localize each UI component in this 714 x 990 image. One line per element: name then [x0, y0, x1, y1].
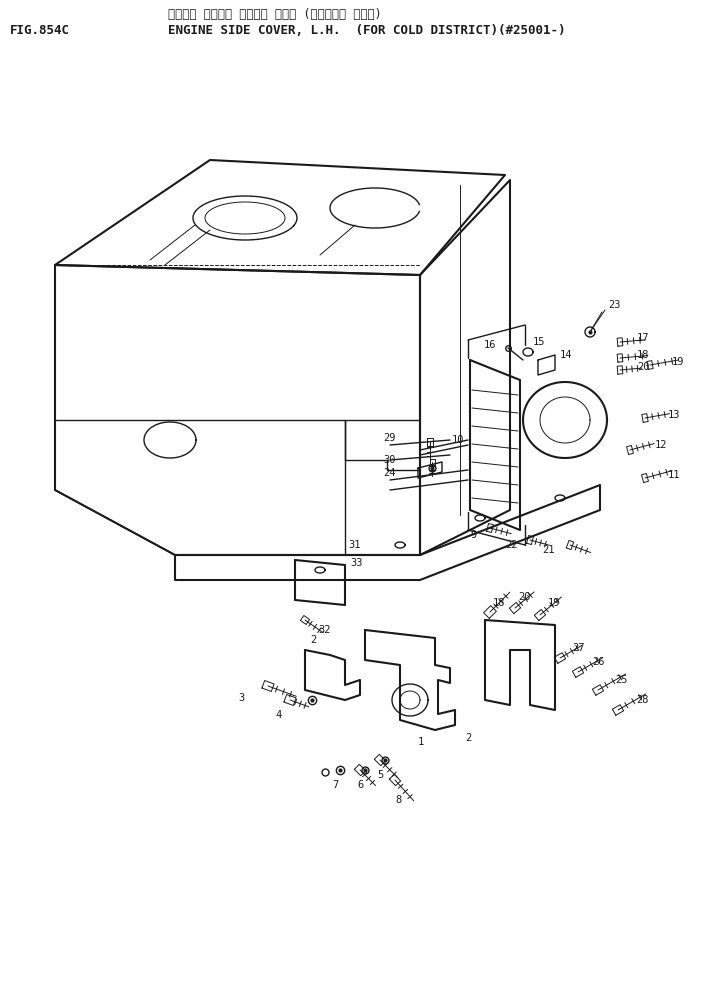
Text: 8: 8: [395, 795, 401, 805]
Text: 19: 19: [672, 357, 685, 367]
Text: 27: 27: [572, 643, 585, 653]
Text: 2: 2: [310, 635, 316, 645]
Text: 33: 33: [350, 558, 363, 568]
Text: 22: 22: [506, 540, 518, 550]
Text: 16: 16: [483, 340, 496, 350]
Text: 30: 30: [383, 455, 396, 465]
Text: 1: 1: [418, 737, 424, 747]
Text: 15: 15: [533, 337, 545, 347]
Text: 25: 25: [615, 675, 628, 685]
Text: 9: 9: [471, 530, 477, 540]
Text: 13: 13: [668, 410, 680, 420]
Text: 21: 21: [543, 545, 555, 555]
Text: 18: 18: [637, 350, 650, 360]
Text: FIG.854C: FIG.854C: [10, 24, 70, 37]
Text: 23: 23: [608, 300, 620, 310]
Text: 19: 19: [548, 598, 560, 608]
Text: 20: 20: [518, 592, 531, 602]
Text: 28: 28: [636, 695, 648, 705]
Text: 26: 26: [592, 657, 605, 667]
Text: 20: 20: [637, 362, 650, 372]
Text: 29: 29: [383, 433, 396, 443]
Text: 10: 10: [451, 435, 464, 445]
Text: 2: 2: [465, 733, 471, 743]
Text: エンジン サイト・ カバー， ヒダリ (カンレイチ ショウ): エンジン サイト・ カバー， ヒダリ (カンレイチ ショウ): [168, 8, 382, 21]
Text: 17: 17: [637, 333, 650, 343]
Text: 14: 14: [560, 350, 573, 360]
Text: 6: 6: [357, 780, 363, 790]
Text: ENGINE SIDE COVER, L.H.  (FOR COLD DISTRICT)(#25001-): ENGINE SIDE COVER, L.H. (FOR COLD DISTRI…: [168, 24, 565, 37]
Text: 31: 31: [348, 540, 361, 550]
Text: 7: 7: [332, 780, 338, 790]
Text: 4: 4: [275, 710, 281, 720]
Text: 18: 18: [493, 598, 506, 608]
Text: 32: 32: [318, 625, 331, 635]
Text: 12: 12: [655, 440, 668, 450]
Text: 5: 5: [377, 770, 383, 780]
Text: 3: 3: [238, 693, 244, 703]
Text: 24: 24: [383, 468, 396, 478]
Text: 11: 11: [668, 470, 680, 480]
